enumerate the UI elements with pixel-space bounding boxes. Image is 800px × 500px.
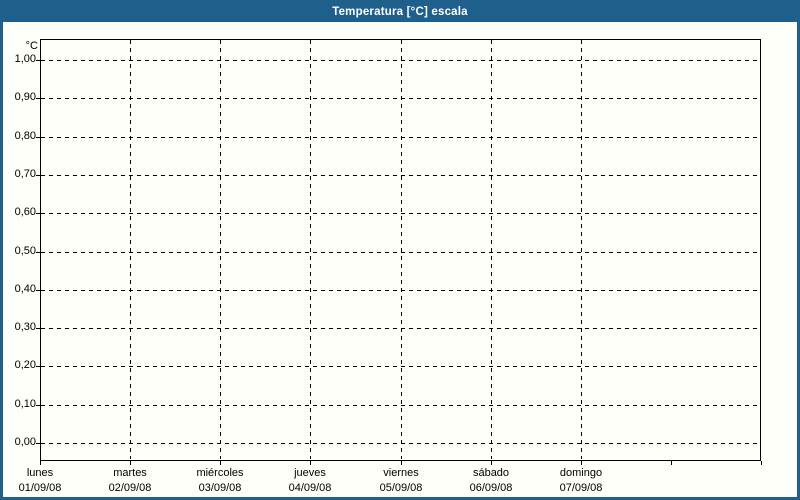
h-gridline <box>41 405 760 406</box>
v-gridline <box>310 40 311 459</box>
y-axis-tick <box>36 137 40 138</box>
y-axis-unit-label: °C <box>25 40 38 52</box>
y-axis-tick <box>36 252 40 253</box>
v-gridline <box>130 40 131 459</box>
h-gridline <box>41 328 760 329</box>
x-axis-tick <box>310 461 311 465</box>
y-axis-tick <box>36 366 40 367</box>
x-day-label: miércoles <box>196 467 244 479</box>
x-date-label: 06/09/08 <box>469 482 513 494</box>
h-gridline <box>41 137 760 138</box>
x-date-label: 05/09/08 <box>379 482 423 494</box>
x-axis-tick <box>40 461 41 465</box>
h-gridline <box>41 290 760 291</box>
x-date-label: 01/09/08 <box>18 482 62 494</box>
x-day-label: lunes <box>26 467 54 479</box>
v-gridline <box>220 40 221 459</box>
y-tick-label: 1,00 <box>14 53 36 65</box>
y-tick-label: 0,70 <box>14 168 36 180</box>
h-gridline <box>41 366 760 367</box>
chart-title: Temperatura [°C] escala <box>332 6 468 18</box>
y-axis-tick <box>36 175 40 176</box>
y-tick-label: 0,00 <box>14 436 36 448</box>
y-tick-label: 0,20 <box>14 359 36 371</box>
x-axis-tick <box>491 461 492 465</box>
plot-area <box>40 39 761 461</box>
x-day-label: martes <box>113 467 147 479</box>
x-axis-tick <box>761 461 762 465</box>
x-axis-tick <box>130 461 131 465</box>
x-category-label: miércoles 03/09/08 <box>168 466 272 496</box>
x-day-label: jueves <box>294 467 326 479</box>
x-category-label: jueves 04/09/08 <box>258 466 362 496</box>
h-gridline <box>41 252 760 253</box>
x-date-label: 04/09/08 <box>288 482 332 494</box>
chart-title-bar: Temperatura [°C] escala <box>3 3 797 22</box>
y-axis-tick <box>36 213 40 214</box>
y-tick-label: 0,90 <box>14 91 36 103</box>
v-gridline <box>491 40 492 459</box>
x-axis-tick <box>671 461 672 465</box>
y-tick-label: 0,50 <box>14 245 36 257</box>
y-tick-label: 0,80 <box>14 130 36 142</box>
h-gridline <box>41 175 760 176</box>
y-axis-tick <box>36 290 40 291</box>
v-gridline <box>401 40 402 459</box>
x-category-label: martes 02/09/08 <box>78 466 182 496</box>
y-axis-tick <box>36 405 40 406</box>
y-axis-tick <box>36 328 40 329</box>
h-gridline <box>41 443 760 444</box>
h-gridline <box>41 213 760 214</box>
x-day-label: viernes <box>383 467 419 479</box>
x-axis-tick <box>220 461 221 465</box>
x-category-label: lunes 01/09/08 <box>0 466 92 496</box>
y-tick-label: 0,30 <box>14 321 36 333</box>
y-tick-label: 0,60 <box>14 206 36 218</box>
x-day-label: domingo <box>559 467 603 479</box>
y-axis-tick <box>36 60 40 61</box>
x-category-label: domingo 07/09/08 <box>529 466 633 496</box>
x-axis-tick <box>581 461 582 465</box>
x-date-label: 02/09/08 <box>108 482 152 494</box>
x-category-label: sábado 06/09/08 <box>439 466 543 496</box>
x-date-label: 07/09/08 <box>559 482 603 494</box>
h-gridline <box>41 60 760 61</box>
h-gridline <box>41 98 760 99</box>
x-category-label: viernes 05/09/08 <box>349 466 453 496</box>
v-gridline <box>581 40 582 459</box>
x-date-label: 03/09/08 <box>198 482 242 494</box>
y-axis-tick <box>36 98 40 99</box>
y-tick-label: 0,10 <box>14 398 36 410</box>
x-day-label: sábado <box>472 467 510 479</box>
y-axis-tick <box>36 443 40 444</box>
y-tick-label: 0,40 <box>14 283 36 295</box>
x-axis-tick <box>401 461 402 465</box>
